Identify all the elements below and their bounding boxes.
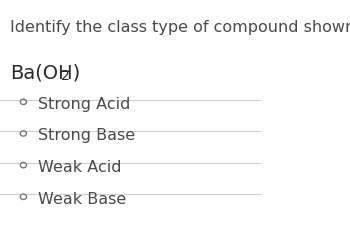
Text: Ba(OH): Ba(OH) bbox=[10, 63, 80, 82]
Text: Identify the class type of compound shown:: Identify the class type of compound show… bbox=[10, 20, 350, 35]
Text: Strong Acid: Strong Acid bbox=[38, 96, 130, 111]
Text: Strong Base: Strong Base bbox=[38, 128, 135, 143]
Text: 2: 2 bbox=[61, 69, 70, 83]
Text: Weak Acid: Weak Acid bbox=[38, 159, 121, 174]
Text: Weak Base: Weak Base bbox=[38, 191, 126, 206]
